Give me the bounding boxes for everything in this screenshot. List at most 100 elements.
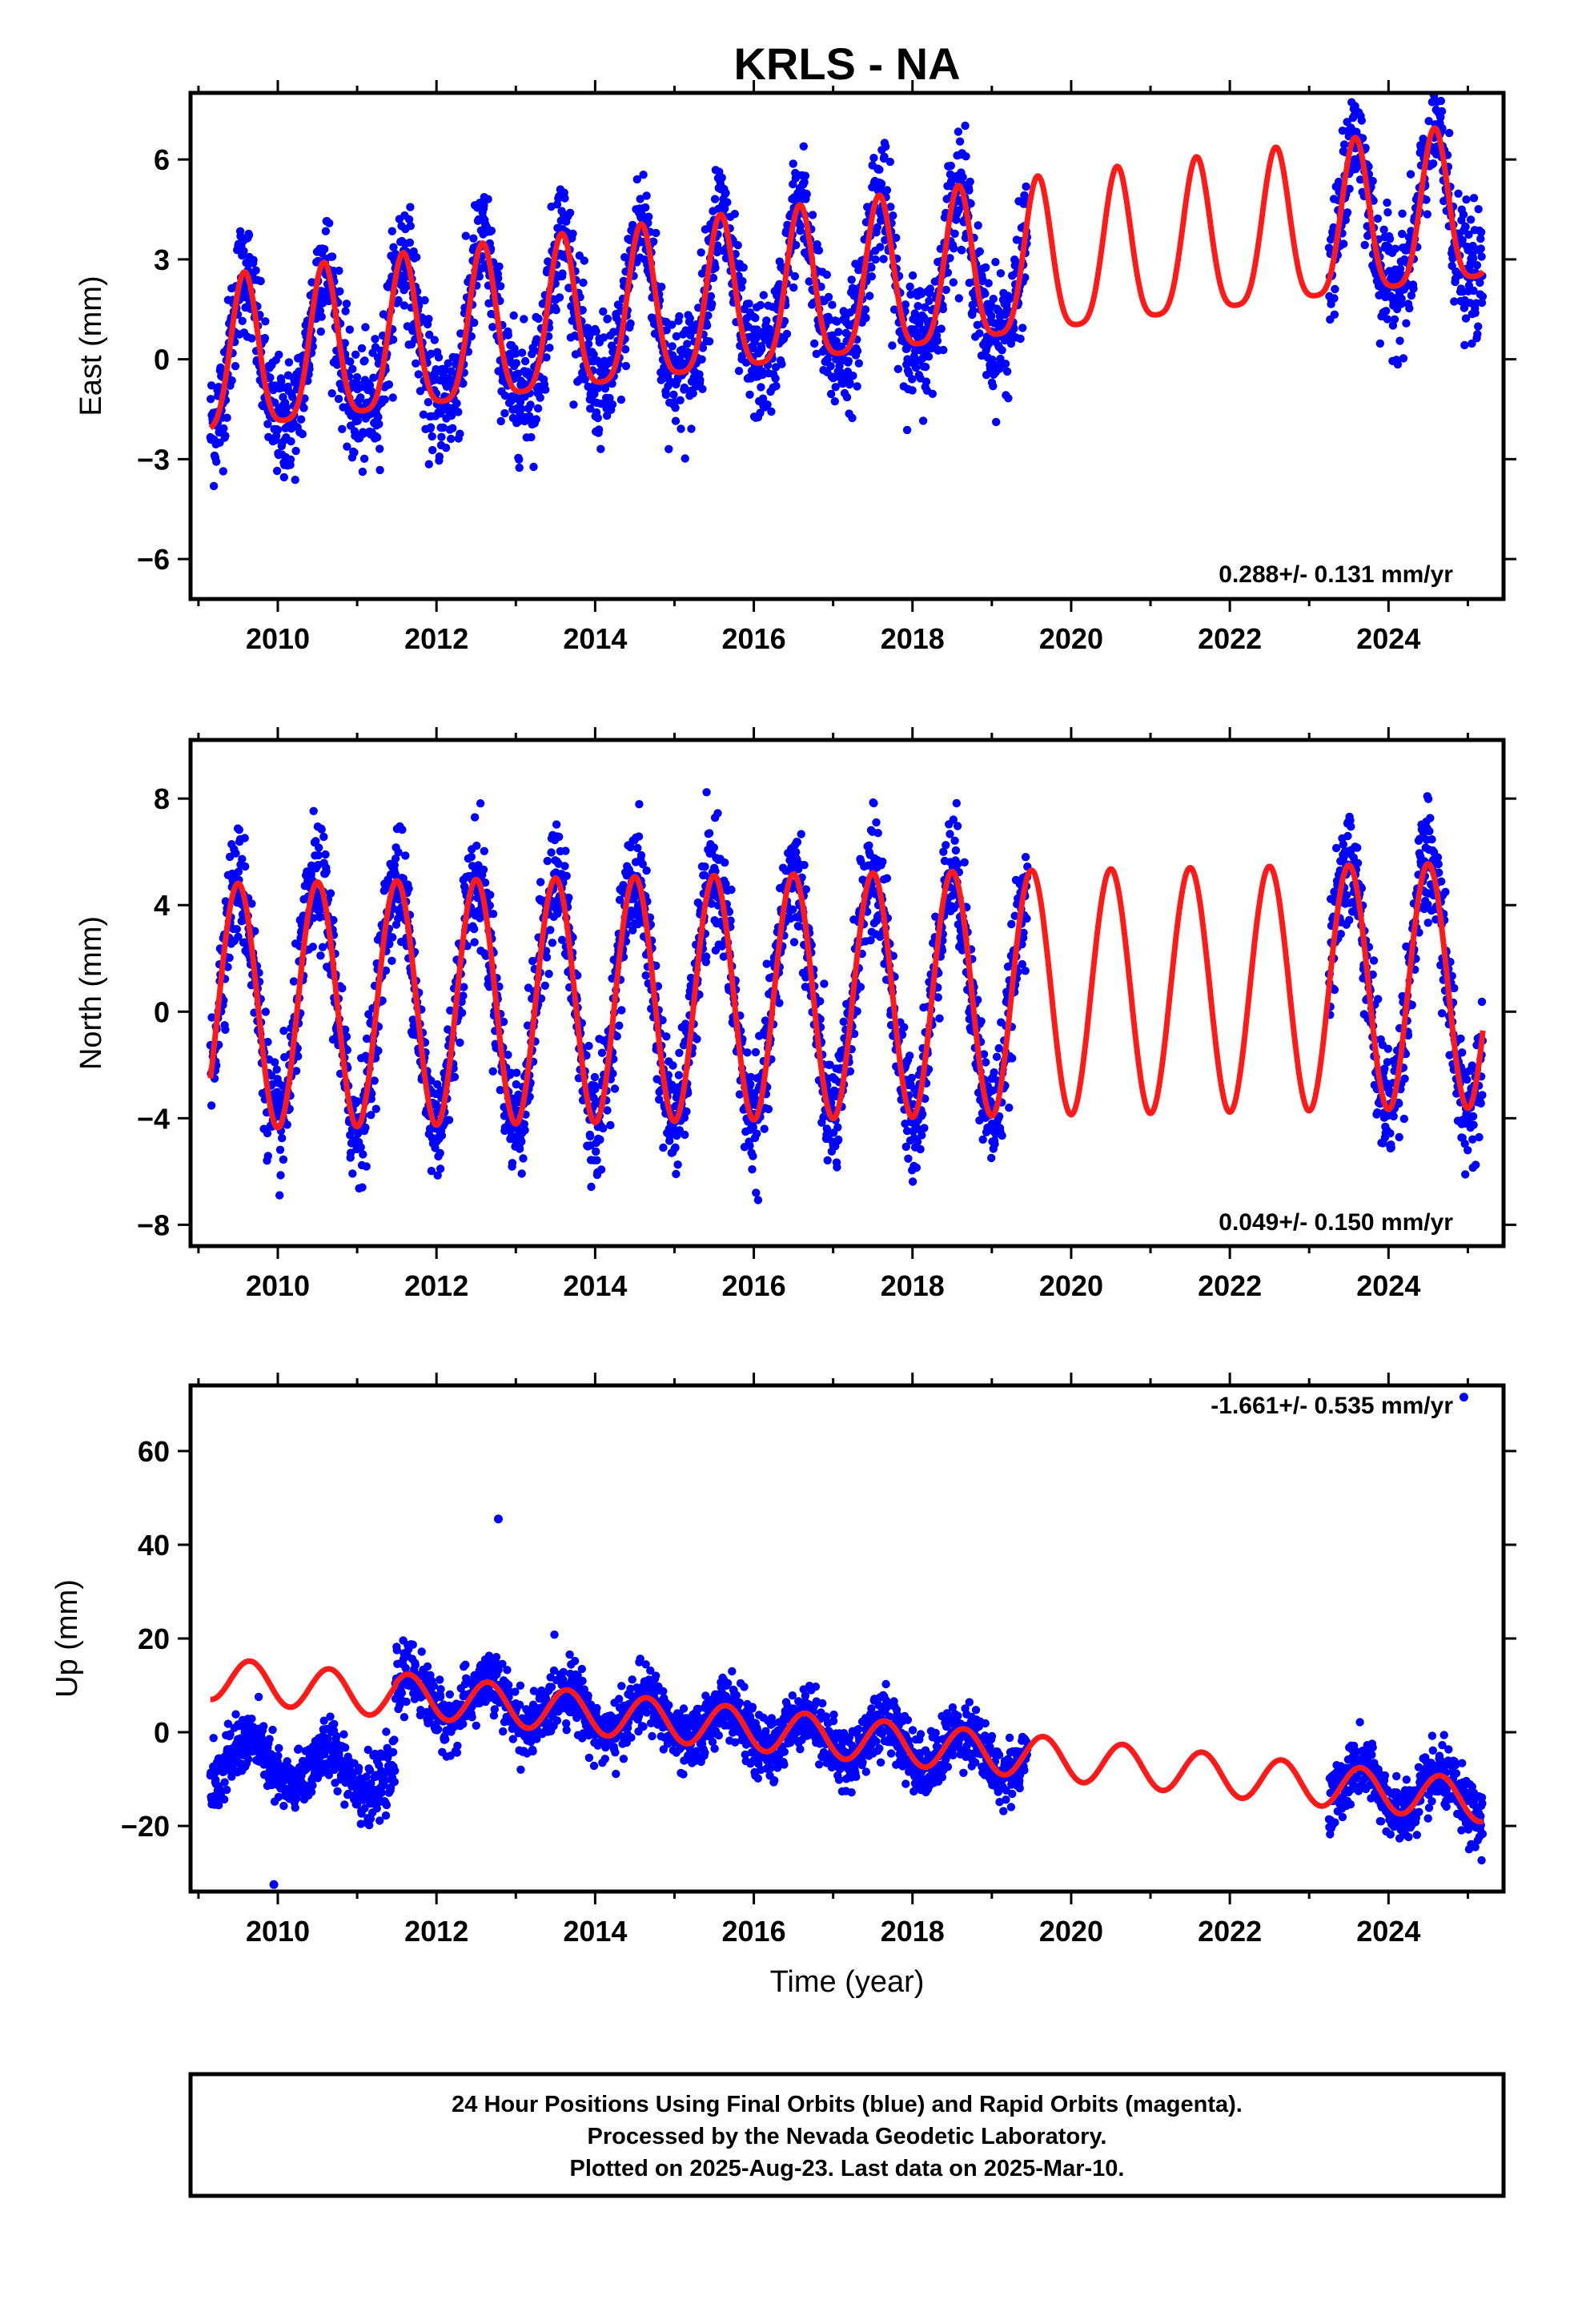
observation-point — [388, 336, 398, 344]
chart-title: KRLS - NA — [733, 38, 960, 89]
observation-point — [1466, 215, 1476, 224]
observation-point — [348, 364, 357, 373]
observation-point — [279, 472, 288, 482]
observation-point — [946, 830, 954, 838]
observation-point — [308, 943, 317, 951]
observation-point — [541, 385, 550, 394]
observation-point — [933, 336, 942, 345]
observation-point — [578, 306, 587, 315]
observation-point — [1437, 107, 1447, 116]
observation-point — [520, 1126, 529, 1135]
observation-point — [586, 1132, 595, 1141]
observation-point — [596, 1165, 606, 1174]
observation-point — [1001, 360, 1010, 368]
observation-point — [879, 255, 888, 263]
observation-point — [437, 1131, 447, 1140]
observation-point — [520, 356, 530, 366]
observation-point — [426, 423, 436, 432]
observation-point — [642, 191, 651, 200]
observation-point — [353, 416, 362, 425]
observation-point — [594, 425, 604, 434]
observation-point — [918, 416, 928, 425]
observation-point — [834, 1135, 843, 1144]
observation-point — [371, 1104, 380, 1113]
observation-point — [1427, 42, 1435, 50]
observation-point — [542, 953, 552, 962]
observation-point — [886, 203, 895, 211]
observation-point — [430, 336, 439, 344]
observation-point — [950, 244, 958, 253]
observation-point — [452, 399, 461, 408]
observation-point — [1385, 235, 1395, 243]
observation-point — [375, 444, 384, 453]
observation-point — [888, 341, 897, 350]
observation-point — [975, 329, 984, 338]
observation-point — [467, 852, 476, 862]
observation-point — [406, 203, 415, 211]
observation-point — [424, 398, 433, 407]
observation-point — [599, 307, 608, 316]
observation-point — [871, 255, 880, 264]
observation-point — [796, 222, 805, 231]
observation-point — [1382, 307, 1391, 316]
y-tick-label: 6 — [154, 143, 170, 176]
observation-point — [745, 390, 754, 399]
observation-point — [322, 867, 331, 876]
observation-point — [743, 1048, 752, 1057]
observation-point — [958, 172, 967, 182]
observation-point — [867, 272, 877, 281]
observation-point — [1474, 205, 1483, 214]
observation-point — [921, 363, 930, 372]
observation-point — [851, 259, 860, 268]
observation-point — [1472, 261, 1482, 270]
observation-point — [398, 271, 407, 280]
observation-point — [371, 335, 379, 344]
observation-point — [321, 850, 330, 859]
observation-point — [946, 161, 956, 171]
observation-point — [949, 278, 958, 287]
observation-point — [902, 425, 912, 435]
observation-point — [912, 1163, 921, 1172]
observation-point — [345, 325, 354, 334]
observation-point — [759, 291, 768, 300]
observation-point — [790, 271, 800, 281]
observation-point — [926, 284, 935, 293]
observation-point — [1445, 128, 1454, 138]
observation-point — [756, 408, 765, 417]
observation-point — [1406, 170, 1415, 179]
observation-point — [969, 307, 978, 316]
observation-point — [247, 334, 256, 343]
observation-point — [873, 829, 882, 838]
observation-point — [772, 381, 781, 391]
observation-point — [685, 314, 694, 323]
observation-point — [526, 400, 535, 409]
observation-point — [942, 841, 950, 850]
observation-point — [605, 393, 614, 403]
x-tick-label: 2010 — [246, 622, 310, 655]
observation-point — [592, 1147, 600, 1156]
observation-point — [853, 347, 862, 356]
observation-point — [711, 263, 720, 272]
observation-point — [989, 295, 998, 304]
observation-point — [298, 429, 307, 439]
observation-point — [867, 263, 876, 272]
observation-point — [494, 274, 503, 283]
observation-point — [992, 417, 1001, 427]
observation-point — [942, 285, 950, 295]
observation-point — [1462, 195, 1471, 204]
observation-point — [316, 327, 325, 336]
observation-point — [737, 283, 746, 292]
observation-point — [608, 400, 617, 409]
observation-point — [373, 353, 383, 362]
observation-point — [751, 313, 760, 323]
observation-point — [579, 278, 588, 287]
observation-point — [580, 256, 588, 265]
observation-point — [616, 395, 626, 404]
observation-point — [424, 315, 433, 324]
observation-point — [764, 1104, 773, 1114]
observation-point — [240, 834, 249, 842]
observation-point — [356, 1143, 365, 1152]
observation-point — [833, 1163, 841, 1172]
observation-point — [428, 445, 437, 455]
observation-point — [568, 229, 577, 238]
